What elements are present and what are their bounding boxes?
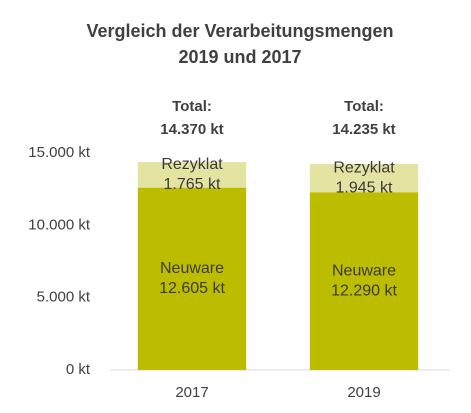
total-heading: Total:: [344, 98, 384, 115]
y-tick-label: 10.000 kt: [28, 216, 91, 233]
segment-name: Rezyklat: [161, 156, 223, 173]
total-heading: Total:: [172, 98, 212, 115]
value-label: 1.765 kt: [164, 176, 221, 193]
segment-name: Neuware: [332, 262, 396, 279]
total-label: 14.370 kt: [160, 121, 223, 138]
bar-segment: [137, 187, 247, 370]
y-tick-label: 15.000 kt: [28, 144, 91, 161]
bar-segment: [309, 192, 419, 370]
value-label: 12.290 kt: [331, 282, 397, 299]
bar-segment: [309, 164, 419, 193]
value-label: 1.945 kt: [336, 179, 393, 196]
x-tick-label: 2017: [175, 384, 208, 401]
x-tick-label: 2019: [347, 384, 380, 401]
bar-segment: [137, 162, 247, 188]
value-label: 12.605 kt: [159, 280, 225, 297]
y-tick-label: 0 kt: [66, 361, 91, 378]
segment-name: Rezyklat: [333, 159, 395, 176]
total-label: 14.235 kt: [332, 121, 395, 138]
chart-title: 2019 und 2017: [178, 47, 301, 67]
chart-title: Vergleich der Verarbeitungsmengen: [86, 21, 393, 41]
y-tick-label: 5.000 kt: [37, 289, 91, 306]
segment-name: Neuware: [160, 260, 224, 277]
